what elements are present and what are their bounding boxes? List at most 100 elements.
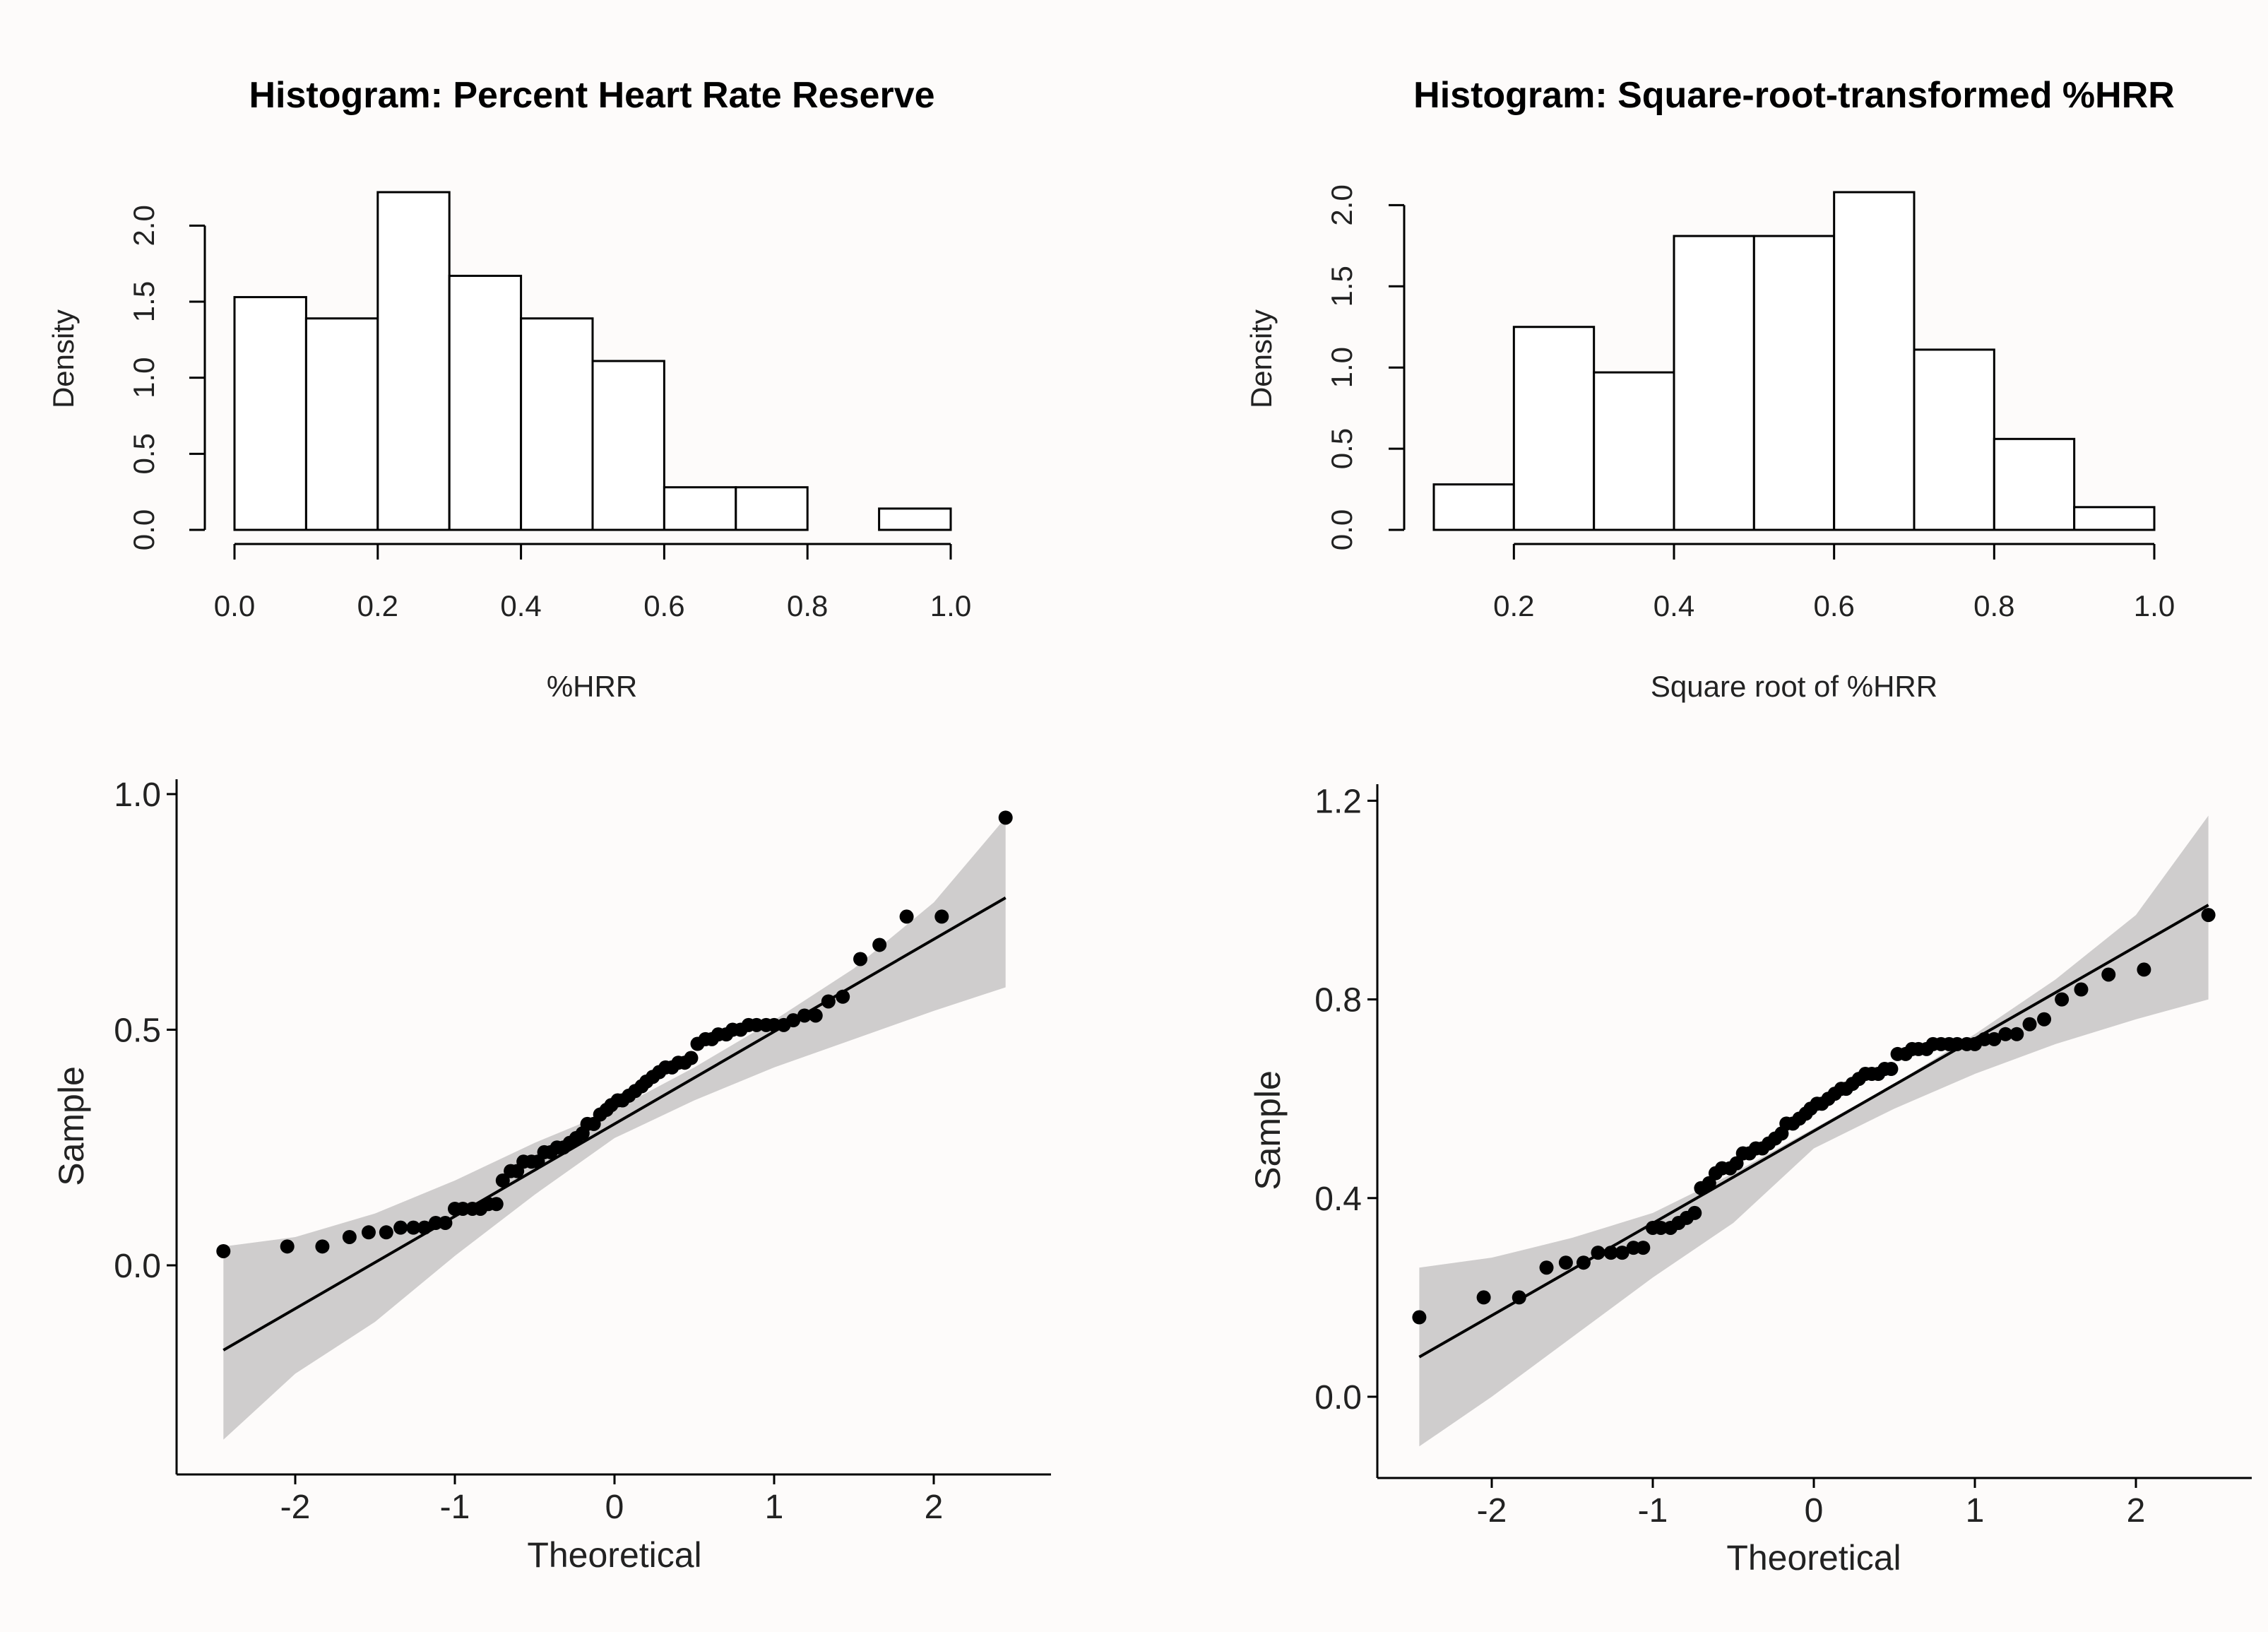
qq-point bbox=[1884, 1062, 1899, 1077]
qq-sqrt-panel: Sample Theoretical -2 -1 0 1 2 0.0 0.4 0.8 1.2 bbox=[1248, 783, 2252, 1578]
qq-point bbox=[1539, 1260, 1554, 1275]
histogram-sqrt-panel: Histogram: Square-root-transformed %HRR … bbox=[1245, 75, 2175, 703]
y-tick-label: 0.5 bbox=[1325, 428, 1358, 469]
histogram-bar bbox=[376, 191, 451, 531]
y-tick-label: 0.0 bbox=[1314, 1379, 1362, 1417]
x-tick-label: 0.2 bbox=[1493, 589, 1534, 622]
histogram-hrr-title: Histogram: Percent Heart Rate Reserve bbox=[249, 75, 934, 116]
y-tick-label: 0.5 bbox=[114, 1012, 161, 1050]
histogram-hrr-axes: 0.0 0.2 0.4 0.6 0.8 1.0 0.0 0.5 1.0 1.5 2.0 bbox=[127, 205, 971, 622]
qq-point bbox=[1603, 1246, 1618, 1260]
qq-point bbox=[1626, 1241, 1641, 1255]
qq-point bbox=[872, 938, 887, 952]
histogram-hrr-xlabel: %HRR bbox=[547, 670, 637, 703]
qq-point bbox=[216, 1243, 231, 1258]
x-tick-label: 1.0 bbox=[2134, 589, 2175, 622]
reference-line bbox=[1418, 904, 2209, 1359]
qq-point bbox=[2137, 962, 2151, 977]
y-tick-label: 0.0 bbox=[127, 509, 160, 550]
qq-point bbox=[684, 1051, 699, 1065]
histogram-bar bbox=[1593, 371, 1675, 531]
qq-point bbox=[361, 1225, 376, 1240]
qq-point bbox=[934, 909, 949, 924]
qq-sqrt-axes: -2 -1 0 1 2 0.0 0.4 0.8 1.2 bbox=[1314, 783, 2252, 1530]
x-tick-label: -1 bbox=[440, 1489, 470, 1526]
qq-sqrt-marks bbox=[1412, 815, 2216, 1447]
histogram-bar bbox=[304, 317, 379, 531]
y-tick-label: 0.0 bbox=[1325, 509, 1358, 550]
x-tick-label: 0.4 bbox=[500, 589, 541, 622]
qq-point bbox=[1591, 1246, 1605, 1260]
confidence-band bbox=[223, 817, 1006, 1440]
y-tick-label: 0.0 bbox=[114, 1248, 161, 1285]
x-tick-label: 2 bbox=[2127, 1492, 2146, 1530]
histogram-bar bbox=[520, 317, 594, 531]
qq-point bbox=[1987, 1031, 2002, 1046]
qq-point bbox=[495, 1173, 510, 1188]
y-tick-label: 1.5 bbox=[1325, 266, 1358, 307]
histogram-sqrt-title: Histogram: Square-root-transformed %HRR bbox=[1413, 75, 2175, 116]
qq-point bbox=[836, 989, 850, 1004]
qq-point bbox=[786, 1013, 801, 1028]
qq-hrr-panel: Sample Theoretical -2 -1 0 1 2 0.0 0.5 1.0 bbox=[52, 776, 1051, 1575]
x-tick-label: 0.4 bbox=[1653, 589, 1694, 622]
qq-point bbox=[998, 810, 1013, 825]
histogram-sqrt-bars bbox=[1432, 191, 2156, 531]
histogram-bar bbox=[591, 360, 665, 531]
y-tick-label: 1.0 bbox=[114, 776, 161, 814]
qq-point bbox=[1977, 1031, 1992, 1046]
x-tick-label: 1 bbox=[765, 1489, 784, 1526]
qq-hrr-marks bbox=[216, 810, 1013, 1440]
qq-point bbox=[1576, 1255, 1591, 1270]
x-tick-label: 0.0 bbox=[214, 589, 255, 622]
x-tick-label: 2 bbox=[925, 1489, 944, 1526]
qq-point bbox=[379, 1225, 393, 1240]
x-tick-label: -2 bbox=[1477, 1492, 1507, 1530]
histogram-bar bbox=[1833, 191, 1916, 531]
histogram-hrr-bars bbox=[233, 191, 952, 531]
histogram-bar bbox=[233, 296, 307, 531]
x-tick-label: 0.2 bbox=[357, 589, 398, 622]
x-tick-label: 1.0 bbox=[930, 589, 971, 622]
reference-line bbox=[222, 897, 1007, 1352]
qq-point bbox=[417, 1220, 432, 1235]
y-tick-label: 0.5 bbox=[127, 433, 160, 474]
qq-point bbox=[2055, 992, 2070, 1007]
qq-point bbox=[406, 1220, 421, 1235]
qq-point bbox=[393, 1220, 408, 1235]
y-tick-label: 2.0 bbox=[1325, 184, 1358, 225]
qq-point bbox=[1687, 1205, 1702, 1220]
histogram-bar bbox=[1673, 235, 1755, 531]
qq-point bbox=[280, 1239, 295, 1254]
qq-point bbox=[2101, 967, 2116, 982]
qq-point bbox=[1558, 1255, 1573, 1270]
x-tick-label: 0.8 bbox=[1973, 589, 2014, 622]
qq-point bbox=[808, 1008, 823, 1023]
qq-point bbox=[1653, 1220, 1668, 1235]
qq-point bbox=[1949, 1036, 1964, 1051]
y-tick-label: 1.5 bbox=[127, 281, 160, 322]
x-tick-label: 1 bbox=[1966, 1492, 1985, 1530]
qq-hrr-xlabel: Theoretical bbox=[527, 1535, 701, 1575]
x-tick-label: -2 bbox=[280, 1489, 311, 1526]
histogram-bar bbox=[1913, 348, 1995, 531]
histogram-bar bbox=[663, 486, 737, 531]
qq-point bbox=[489, 1197, 504, 1212]
x-tick-label: 0 bbox=[605, 1489, 624, 1526]
y-tick-label: 0.4 bbox=[1314, 1181, 1362, 1218]
histogram-bar bbox=[1512, 326, 1596, 531]
x-tick-label: 0.8 bbox=[787, 589, 828, 622]
qq-sqrt-ylabel: Sample bbox=[1248, 1070, 1288, 1190]
histogram-bar bbox=[735, 486, 809, 531]
histogram-sqrt-xlabel: Square root of %HRR bbox=[1651, 670, 1937, 703]
qq-point bbox=[1998, 1027, 2013, 1041]
qq-point bbox=[821, 994, 836, 1009]
histogram-bar bbox=[2073, 506, 2156, 531]
qq-point bbox=[1412, 1310, 1427, 1325]
histogram-sqrt-ylabel: Density bbox=[1245, 309, 1278, 408]
qq-hrr-ylabel: Sample bbox=[52, 1066, 91, 1186]
qq-point bbox=[1636, 1241, 1651, 1255]
qq-point bbox=[2074, 982, 2089, 997]
histogram-bar bbox=[1432, 483, 1515, 531]
